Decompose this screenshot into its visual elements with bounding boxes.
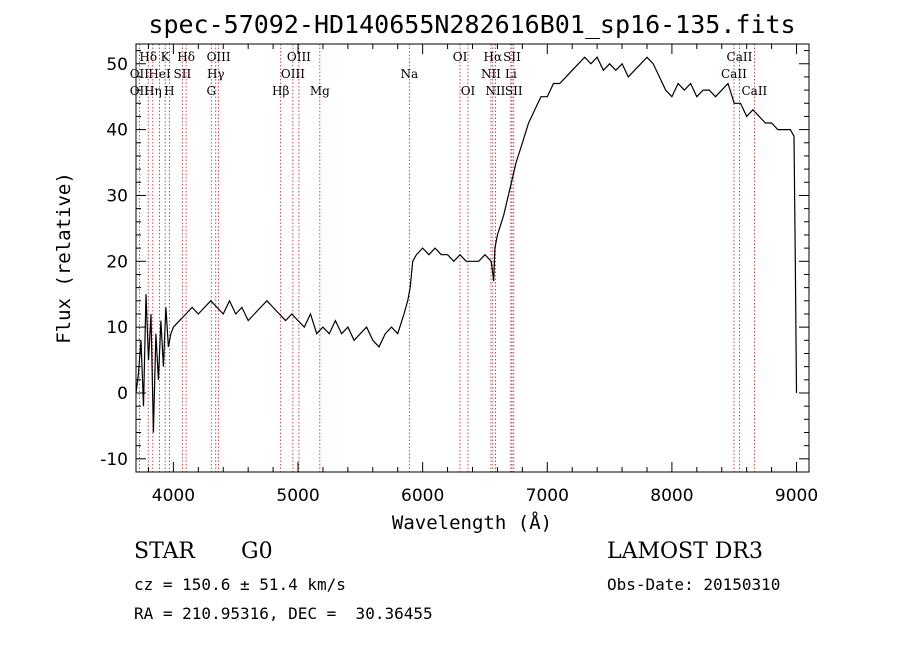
spectral-line-markers [138, 44, 755, 472]
x-tick-label: 9000 [775, 486, 818, 506]
line-id-label: Hβ [272, 84, 289, 98]
line-id-label: CaII [721, 67, 747, 81]
y-tick-label: -10 [100, 450, 128, 470]
line-id-label: Hη [144, 84, 162, 98]
plot-frame [135, 43, 810, 473]
line-id-label: OII [130, 67, 150, 81]
x-tick-label: 8000 [650, 486, 693, 506]
chart-title: spec-57092-HD140655N282616B01_sp16-135.f… [148, 10, 795, 39]
x-tick-label: 6000 [401, 486, 444, 506]
line-id-label: SII [505, 84, 523, 98]
line-id-label: NII [485, 84, 505, 98]
y-tick-label: 20 [106, 252, 128, 272]
x-axis-ticks: 4000 5000 6000 7000 8000 9000 [147, 44, 818, 506]
y-axis-label: Flux (relative) [53, 172, 75, 344]
line-id-label: CaII [741, 84, 767, 98]
line-id-label: K [161, 50, 171, 64]
y-tick-label: 40 [106, 121, 128, 141]
line-id-label: Na [400, 67, 418, 81]
x-tick-label: 5000 [276, 486, 319, 506]
line-id-label: Li [505, 67, 517, 81]
line-id-label: H [164, 84, 174, 98]
line-id-label: OIII [281, 67, 305, 81]
line-id-label: SII [503, 50, 521, 64]
line-id-label: SII [174, 67, 192, 81]
y-tick-label: 50 [106, 55, 128, 75]
line-id-label: CaII [727, 50, 753, 64]
line-id-label: OII [130, 84, 150, 98]
y-tick-label: 0 [117, 384, 128, 404]
x-axis-label: Wavelength (Å) [392, 511, 552, 534]
y-tick-label: 10 [106, 318, 128, 338]
x-tick-label: 7000 [526, 486, 569, 506]
object-class: STAR [134, 539, 195, 564]
redshift-readout: cz = 150.6 ± 51.4 km/s [134, 575, 346, 594]
line-id-label: Hγ [207, 67, 225, 81]
y-tick-label: 30 [106, 186, 128, 206]
line-id-label: OI [461, 84, 476, 98]
survey-name: LAMOST DR3 [607, 539, 763, 564]
line-id-label: HeI [148, 67, 171, 81]
line-id-label: Hα [484, 50, 503, 64]
line-id-label: OIII [207, 50, 231, 64]
x-tick-label: 4000 [152, 486, 195, 506]
line-id-label: OIII [287, 50, 311, 64]
observation-date: Obs-Date: 20150310 [607, 575, 781, 594]
line-id-label: Hδ [139, 50, 157, 64]
spectrum-line [135, 56, 798, 433]
spectral-subclass: G0 [241, 539, 273, 564]
spectrum-series [135, 56, 798, 433]
line-id-label: Mg [310, 84, 330, 98]
line-id-label: NII [481, 67, 501, 81]
y-axis-ticks: -10 0 10 20 30 40 50 [100, 50, 809, 470]
line-id-label: Hδ [177, 50, 195, 64]
coordinates-readout: RA = 210.95316, DEC = 30.36455 [134, 604, 433, 623]
line-id-label: G [206, 84, 216, 98]
spectrum-chart: spec-57092-HD140655N282616B01_sp16-135.f… [53, 10, 818, 534]
line-id-label: OI [453, 50, 468, 64]
